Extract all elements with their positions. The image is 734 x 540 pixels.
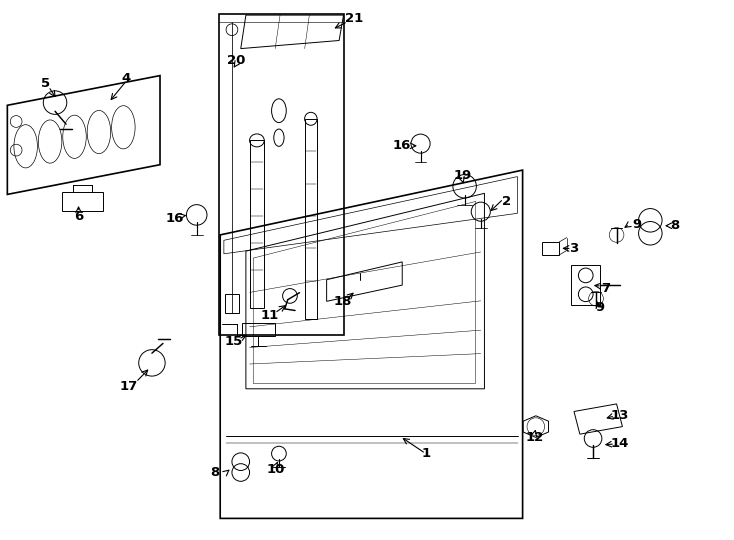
Text: 8: 8 <box>671 219 680 232</box>
Text: 4: 4 <box>122 72 131 85</box>
Text: 8: 8 <box>211 466 219 479</box>
Text: 9: 9 <box>596 301 605 314</box>
Text: 1: 1 <box>421 447 430 460</box>
Text: 7: 7 <box>601 282 610 295</box>
Text: 5: 5 <box>41 77 50 90</box>
Text: 10: 10 <box>266 463 286 476</box>
Text: 16: 16 <box>393 139 412 152</box>
Text: 21: 21 <box>345 12 363 25</box>
Text: 17: 17 <box>120 380 137 393</box>
Text: 19: 19 <box>454 169 471 182</box>
Text: 9: 9 <box>633 218 642 231</box>
Text: 18: 18 <box>333 295 352 308</box>
Text: 20: 20 <box>227 54 246 67</box>
Text: 3: 3 <box>570 242 578 255</box>
Text: 2: 2 <box>502 195 511 208</box>
Text: 14: 14 <box>611 437 630 450</box>
Text: 6: 6 <box>74 210 83 222</box>
Text: 16: 16 <box>165 212 184 225</box>
Text: 13: 13 <box>611 409 630 422</box>
Text: 12: 12 <box>526 431 543 444</box>
Text: 15: 15 <box>225 335 242 348</box>
Text: 11: 11 <box>261 309 278 322</box>
